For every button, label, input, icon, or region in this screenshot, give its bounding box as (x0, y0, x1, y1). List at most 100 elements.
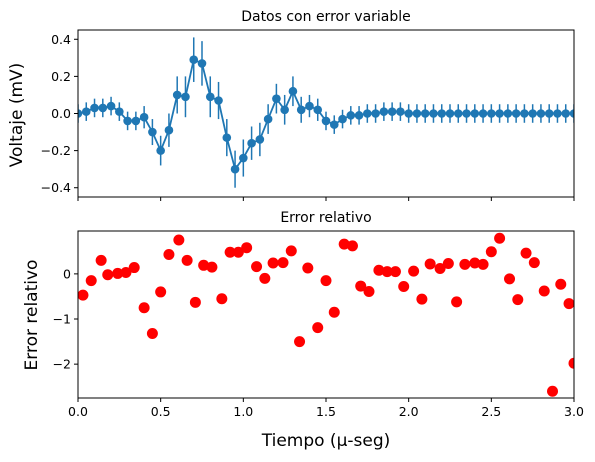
data-point (216, 293, 228, 305)
data-point (504, 273, 516, 285)
data-point (263, 114, 273, 124)
data-point (451, 296, 463, 308)
data-point (547, 385, 559, 397)
data-point (445, 109, 455, 118)
data-point (429, 109, 438, 118)
data-point (485, 246, 497, 258)
data-point (294, 336, 306, 348)
data-point (520, 247, 532, 259)
top-series (78, 37, 574, 188)
data-point (387, 107, 397, 116)
y-tick-label: −1 (53, 312, 71, 327)
data-point (138, 302, 150, 314)
bottom-axes: 0.0 0.5 1.0 1.5 2.0 2.5 3.0 −2 −1 0 (53, 230, 584, 419)
data-point (462, 109, 471, 118)
data-point (412, 109, 422, 118)
data-point (328, 306, 340, 318)
data-point (511, 109, 521, 118)
data-point (247, 138, 256, 148)
top-ylabel: Voltaje (mV) (7, 63, 27, 168)
data-point (232, 246, 244, 258)
data-point (181, 92, 190, 102)
data-point (459, 258, 471, 270)
top-axes: −0.4 −0.2 0.0 0.2 0.4 (41, 29, 575, 201)
data-point (81, 107, 91, 116)
data-point (363, 109, 372, 118)
data-point (214, 96, 223, 105)
data-point (563, 298, 574, 310)
data-point (128, 262, 140, 274)
data-point (346, 111, 356, 120)
data-point (277, 257, 289, 269)
data-point (106, 101, 116, 111)
data-point (164, 125, 174, 135)
data-point (561, 109, 571, 118)
data-point (487, 109, 496, 118)
data-point (396, 107, 405, 116)
data-point (78, 289, 89, 301)
data-point (95, 254, 107, 266)
data-point (381, 266, 393, 278)
data-point (503, 109, 513, 118)
data-point (78, 109, 83, 118)
data-point (538, 285, 550, 297)
data-point (321, 116, 331, 126)
y-tick-label: −2 (53, 357, 71, 372)
data-point (478, 109, 488, 118)
data-point (477, 258, 489, 270)
data-point (206, 261, 218, 273)
data-point (148, 127, 157, 137)
data-point (296, 105, 306, 115)
data-point (102, 269, 114, 281)
data-point (131, 116, 141, 126)
x-tick-label: 0.0 (68, 404, 88, 419)
data-point (408, 265, 420, 277)
data-point (434, 262, 446, 274)
data-point (197, 59, 207, 68)
data-point (512, 294, 524, 306)
data-point (568, 357, 574, 369)
y-tick-label: 0.2 (51, 69, 71, 84)
y-tick-label: −0.4 (41, 180, 71, 195)
data-point (494, 232, 506, 244)
data-point (205, 92, 215, 102)
data-point (302, 262, 314, 274)
data-point (139, 112, 149, 122)
data-point (528, 257, 540, 269)
data-point (312, 322, 324, 334)
data-point (453, 109, 463, 118)
data-point (442, 257, 454, 269)
top-title: Datos con error variable (241, 9, 411, 25)
data-point (259, 272, 271, 284)
data-point (338, 114, 347, 124)
data-point (313, 105, 323, 115)
data-point (354, 111, 364, 120)
data-point (272, 94, 281, 103)
data-point (189, 296, 201, 308)
data-point (470, 109, 480, 118)
y-tick-label: 0.0 (51, 106, 71, 121)
data-point (172, 90, 182, 100)
data-point (373, 264, 385, 276)
bottom-xlabel: Tiempo (μ-seg) (261, 431, 391, 451)
data-point (173, 234, 185, 246)
y-tick-label: 0.4 (51, 32, 71, 47)
bottom-title: Error relativo (280, 210, 371, 226)
x-tick-label: 1.5 (316, 404, 336, 419)
data-point (123, 116, 132, 126)
data-point (338, 238, 350, 250)
data-point (329, 120, 339, 129)
data-point (120, 267, 132, 279)
y-tick-label: −0.2 (41, 143, 71, 158)
data-point (346, 240, 358, 252)
data-point (241, 242, 253, 254)
data-point (379, 107, 389, 116)
x-tick-label: 2.0 (399, 404, 419, 419)
data-point (189, 55, 199, 64)
data-point (155, 286, 167, 298)
data-point (146, 327, 158, 339)
data-point (230, 164, 240, 174)
data-point (255, 135, 265, 144)
data-point (528, 109, 537, 118)
data-point (544, 109, 554, 118)
